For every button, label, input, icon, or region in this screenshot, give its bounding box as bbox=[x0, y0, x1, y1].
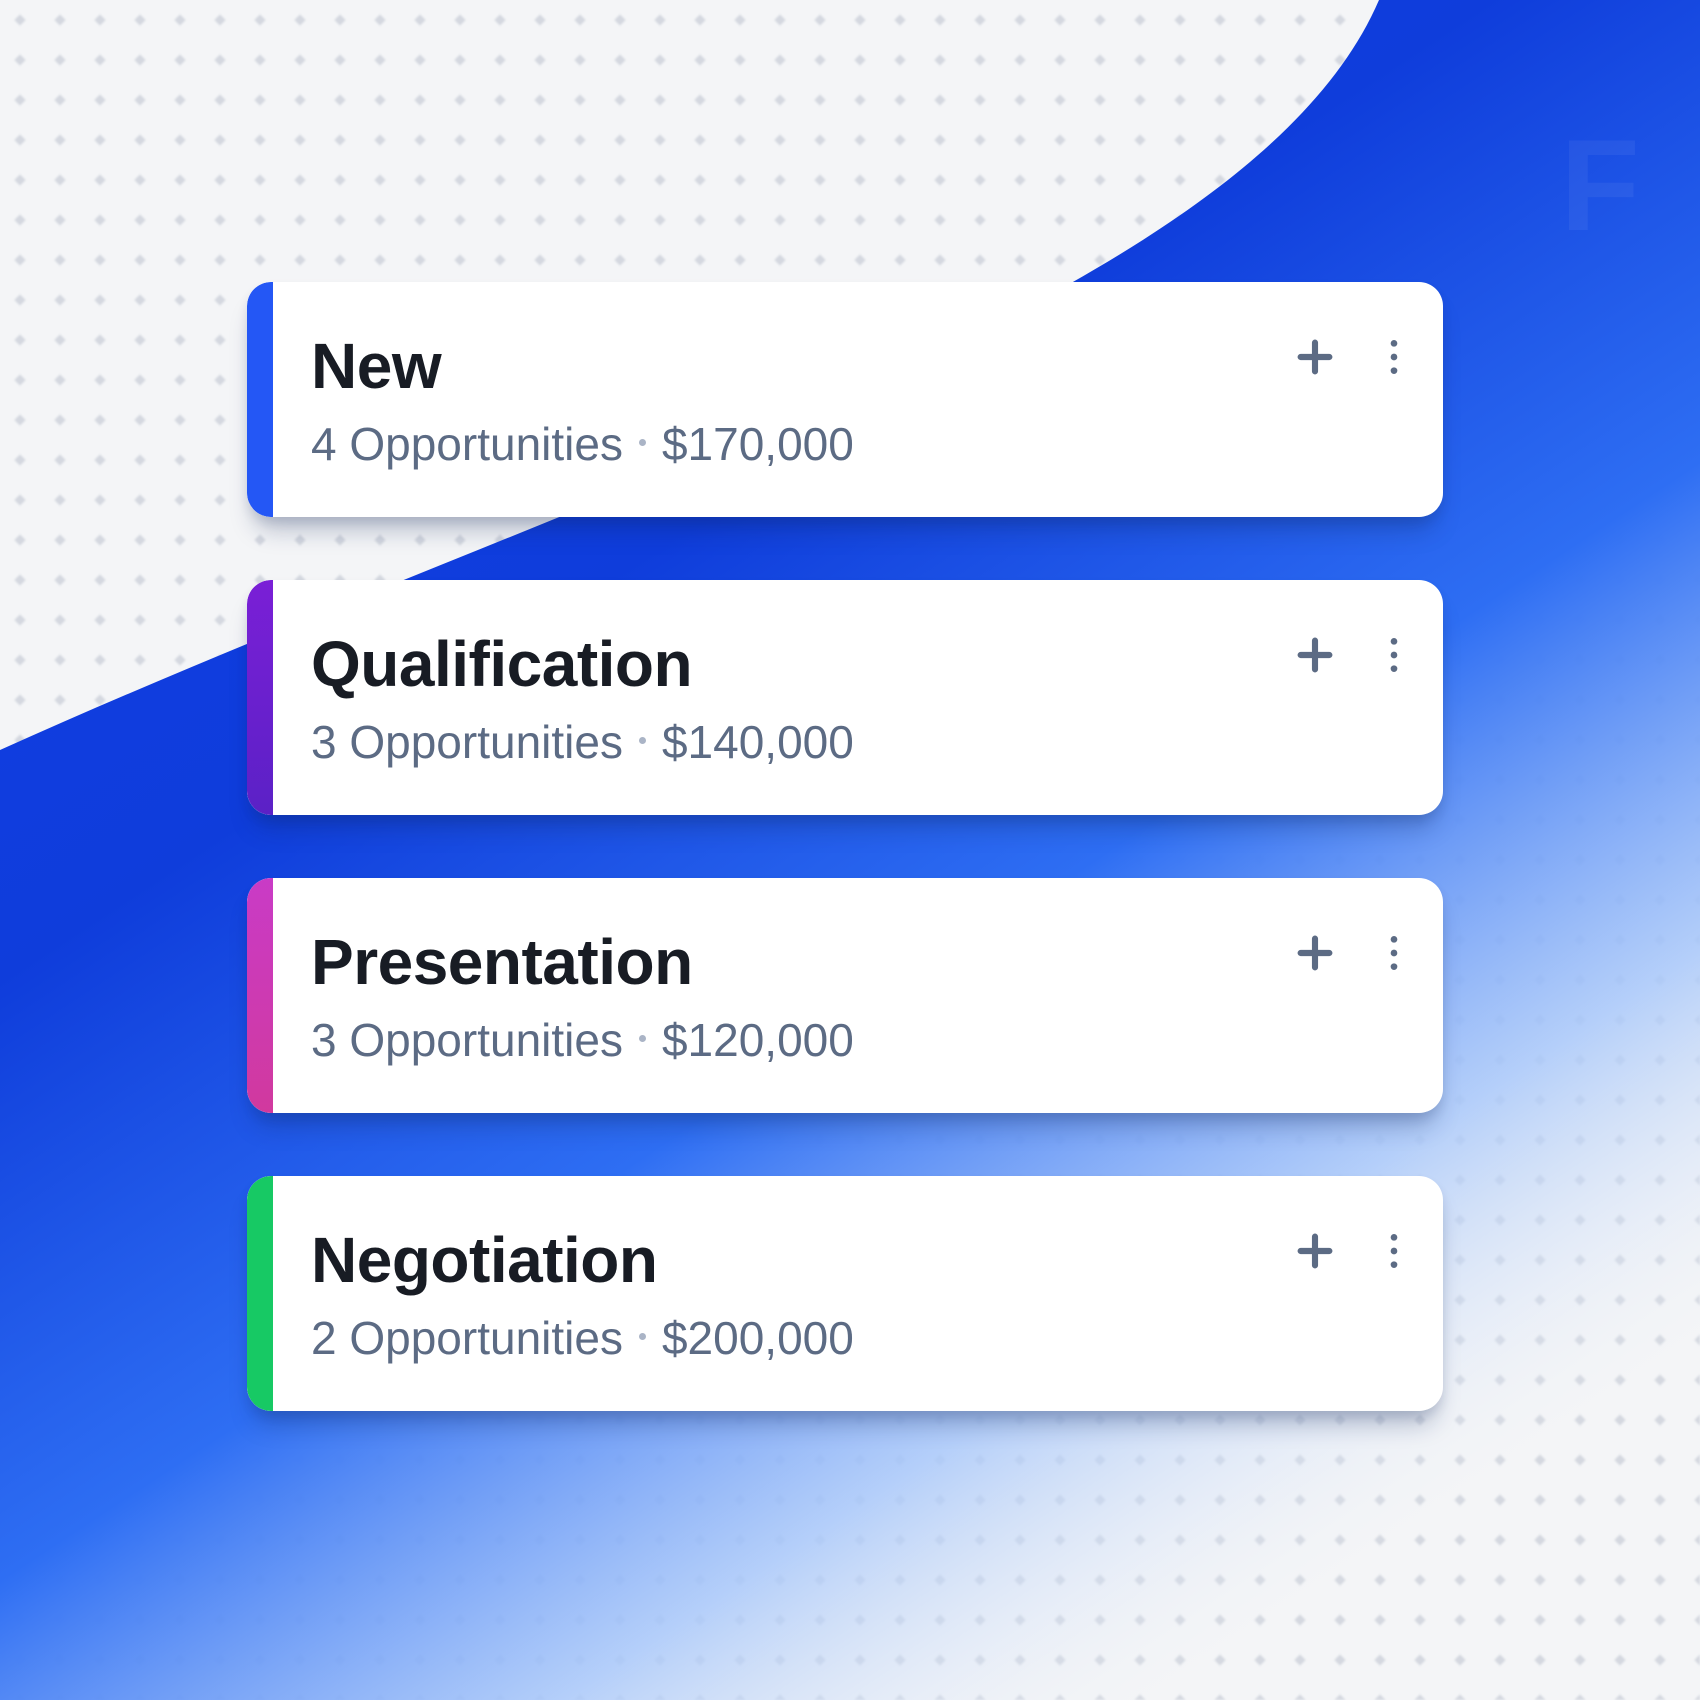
svg-text:F: F bbox=[1560, 112, 1639, 258]
